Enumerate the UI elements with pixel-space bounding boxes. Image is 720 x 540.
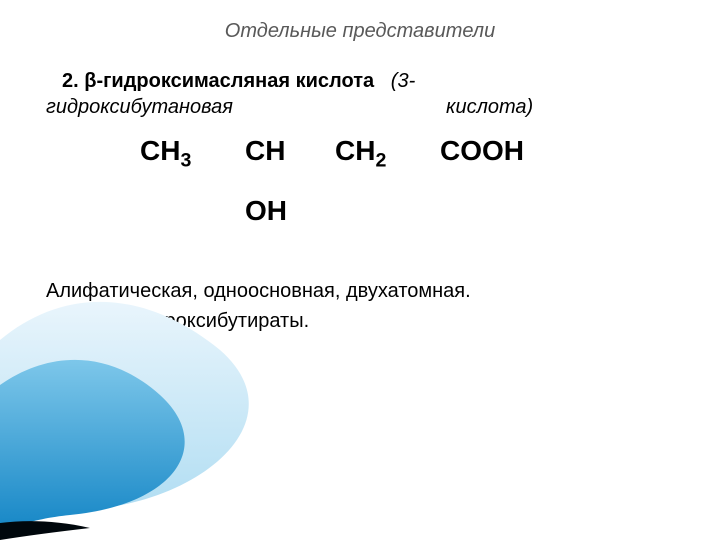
formula-fragment: CH [245, 135, 285, 167]
formula-fragment: OH [245, 195, 287, 227]
formula-fragment: COOH [440, 135, 524, 167]
section-title: Отдельные представители [0, 20, 720, 43]
formula-text: OH [245, 195, 287, 226]
formula-text: CH [140, 135, 180, 166]
formula-fragment: CH2 [335, 135, 386, 167]
slide: { "title": { "text": "Отдельные представ… [0, 0, 720, 540]
compound-alt-part3: кислота) [446, 96, 533, 119]
compound-alt-part2: гидроксибутановая [46, 96, 233, 118]
compound-heading-line1: 2. β-гидроксимасляная кислота (3- [46, 70, 686, 93]
wave-decoration [0, 280, 720, 540]
formula-text: CH [245, 135, 285, 166]
wave-edge [0, 521, 90, 540]
compound-alt-part1: (3- [391, 70, 415, 92]
formula-text: COOH [440, 135, 524, 166]
formula-fragment: CH3 [140, 135, 191, 167]
compound-heading-line2: гидроксибутановая кислота) [46, 96, 686, 119]
formula-text: CH [335, 135, 375, 166]
section-title-text: Отдельные представители [225, 20, 495, 42]
formula-subscript: 2 [375, 150, 386, 172]
formula-subscript: 3 [180, 150, 191, 172]
compound-name: 2. β-гидроксимасляная кислота [62, 70, 374, 92]
